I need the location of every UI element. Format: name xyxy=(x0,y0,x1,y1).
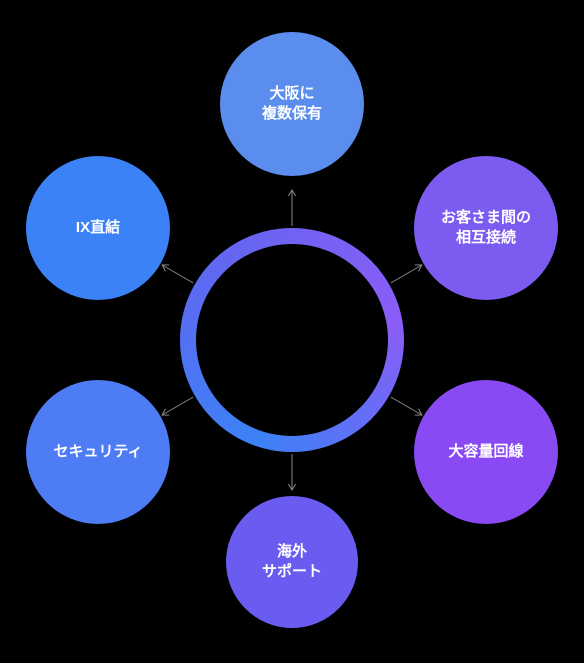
node-ix: IX直結 xyxy=(26,156,170,300)
arrow-head-osaka xyxy=(288,190,295,196)
node-label: 海外 サポート xyxy=(262,542,322,583)
arrow-line-customer xyxy=(391,265,422,283)
arrow-head-security xyxy=(162,409,169,415)
arrow-head-customer xyxy=(415,265,422,271)
node-label: お客さま間の 相互接続 xyxy=(441,208,531,249)
node-label: セキュリティ xyxy=(53,442,142,462)
node-label: 大阪に 複数保有 xyxy=(262,84,322,125)
arrow-line-security xyxy=(162,397,193,415)
node-osaka: 大阪に 複数保有 xyxy=(220,32,364,176)
node-overseas: 海外 サポート xyxy=(226,496,358,628)
node-security: セキュリティ xyxy=(26,380,170,524)
arrow-head-ix xyxy=(162,265,169,271)
node-capacity: 大容量回線 xyxy=(414,380,558,524)
node-customer: お客さま間の 相互接続 xyxy=(414,156,558,300)
center-ring-hole xyxy=(196,244,388,436)
arrow-head-overseas xyxy=(288,484,295,490)
node-label: IX直結 xyxy=(76,218,120,238)
node-label: 大容量回線 xyxy=(448,442,523,462)
arrow-head-capacity xyxy=(415,409,422,415)
diagram-stage: 大阪に 複数保有お客さま間の 相互接続大容量回線海外 サポート セキュリティ IX直… xyxy=(0,0,584,663)
arrow-line-ix xyxy=(162,265,193,283)
arrow-line-capacity xyxy=(391,397,422,415)
